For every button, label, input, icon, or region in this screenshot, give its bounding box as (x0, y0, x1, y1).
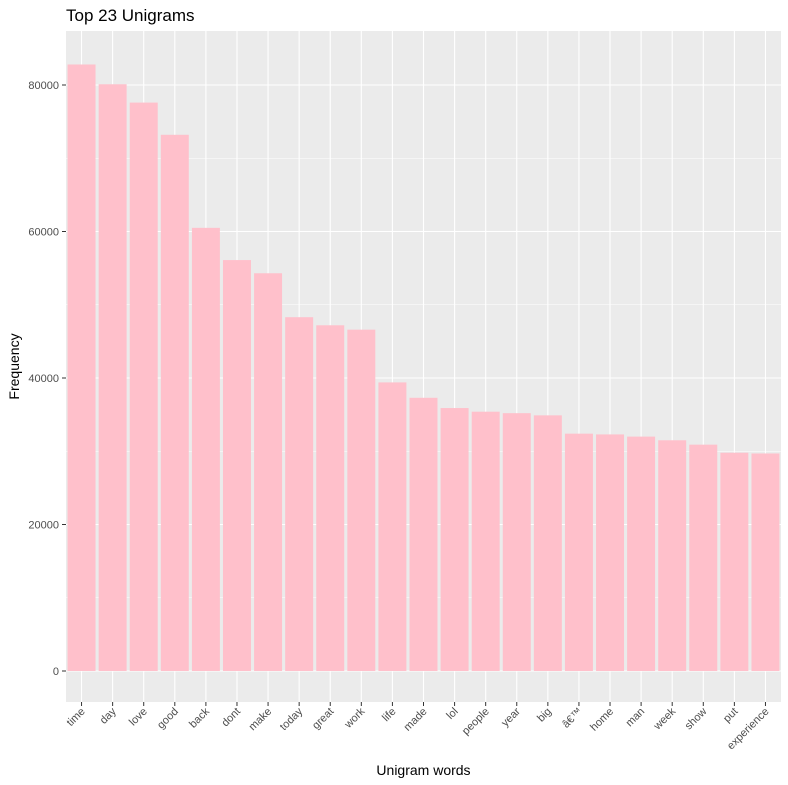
x-tick-label: big (535, 706, 554, 725)
y-tick-label: 60000 (28, 227, 59, 239)
x-tick-label: made (402, 706, 430, 734)
x-tick-label: people (460, 706, 492, 738)
bar-back (191, 227, 220, 671)
bar-show (689, 444, 718, 671)
bar-today (285, 317, 314, 671)
x-tick-label: lol (444, 706, 460, 722)
x-tick-label: life (380, 706, 398, 724)
x-tick-label: back (187, 705, 212, 730)
bar-work (347, 329, 376, 671)
bar-experience (751, 453, 780, 671)
bar-year (502, 413, 531, 671)
bar-big (533, 415, 562, 671)
x-tick-label: â€™ (560, 706, 585, 731)
x-tick-label: show (683, 706, 710, 733)
y-axis-ticks: 0 20000 40000 60000 80000 (28, 80, 66, 678)
x-axis-title: Unigram words (376, 762, 470, 778)
bar-home (596, 434, 625, 671)
y-axis-title: Frequency (6, 333, 22, 399)
bars (67, 64, 780, 672)
bar-week (658, 440, 687, 671)
x-tick-label: today (278, 705, 306, 733)
y-tick-label: 0 (53, 666, 59, 678)
bar-man (627, 436, 656, 671)
bar-love (129, 102, 158, 671)
bar-people (471, 411, 500, 671)
x-tick-label: time (64, 706, 87, 729)
x-tick-label: great (310, 706, 336, 732)
bar-great (316, 325, 345, 671)
bar-made (409, 397, 438, 671)
x-tick-label: home (588, 706, 616, 734)
x-tick-label: good (155, 706, 181, 732)
bar-â€™ (564, 433, 593, 671)
y-tick-label: 40000 (28, 373, 59, 385)
bar-put (720, 452, 749, 671)
bar-good (160, 134, 189, 671)
x-tick-label: make (247, 706, 275, 734)
bar-life (378, 382, 407, 671)
x-tick-label: man (624, 706, 648, 730)
bar-time (67, 64, 96, 672)
x-tick-label: dont (219, 706, 243, 730)
x-tick-label: put (721, 706, 740, 725)
chart-title: Top 23 Unigrams (66, 6, 195, 25)
bar-day (98, 84, 127, 671)
x-tick-label: year (499, 705, 523, 729)
bar-make (254, 273, 283, 671)
x-tick-label: love (127, 706, 150, 729)
x-tick-label: week (651, 705, 679, 733)
x-tick-label: work (342, 705, 368, 731)
x-tick-label: day (98, 705, 119, 726)
y-tick-label: 80000 (28, 80, 59, 92)
y-tick-label: 20000 (28, 520, 59, 532)
bar-dont (222, 260, 251, 671)
x-axis-ticks: time day love good back dont make today great wor… (64, 702, 772, 752)
bar-lol (440, 408, 469, 671)
